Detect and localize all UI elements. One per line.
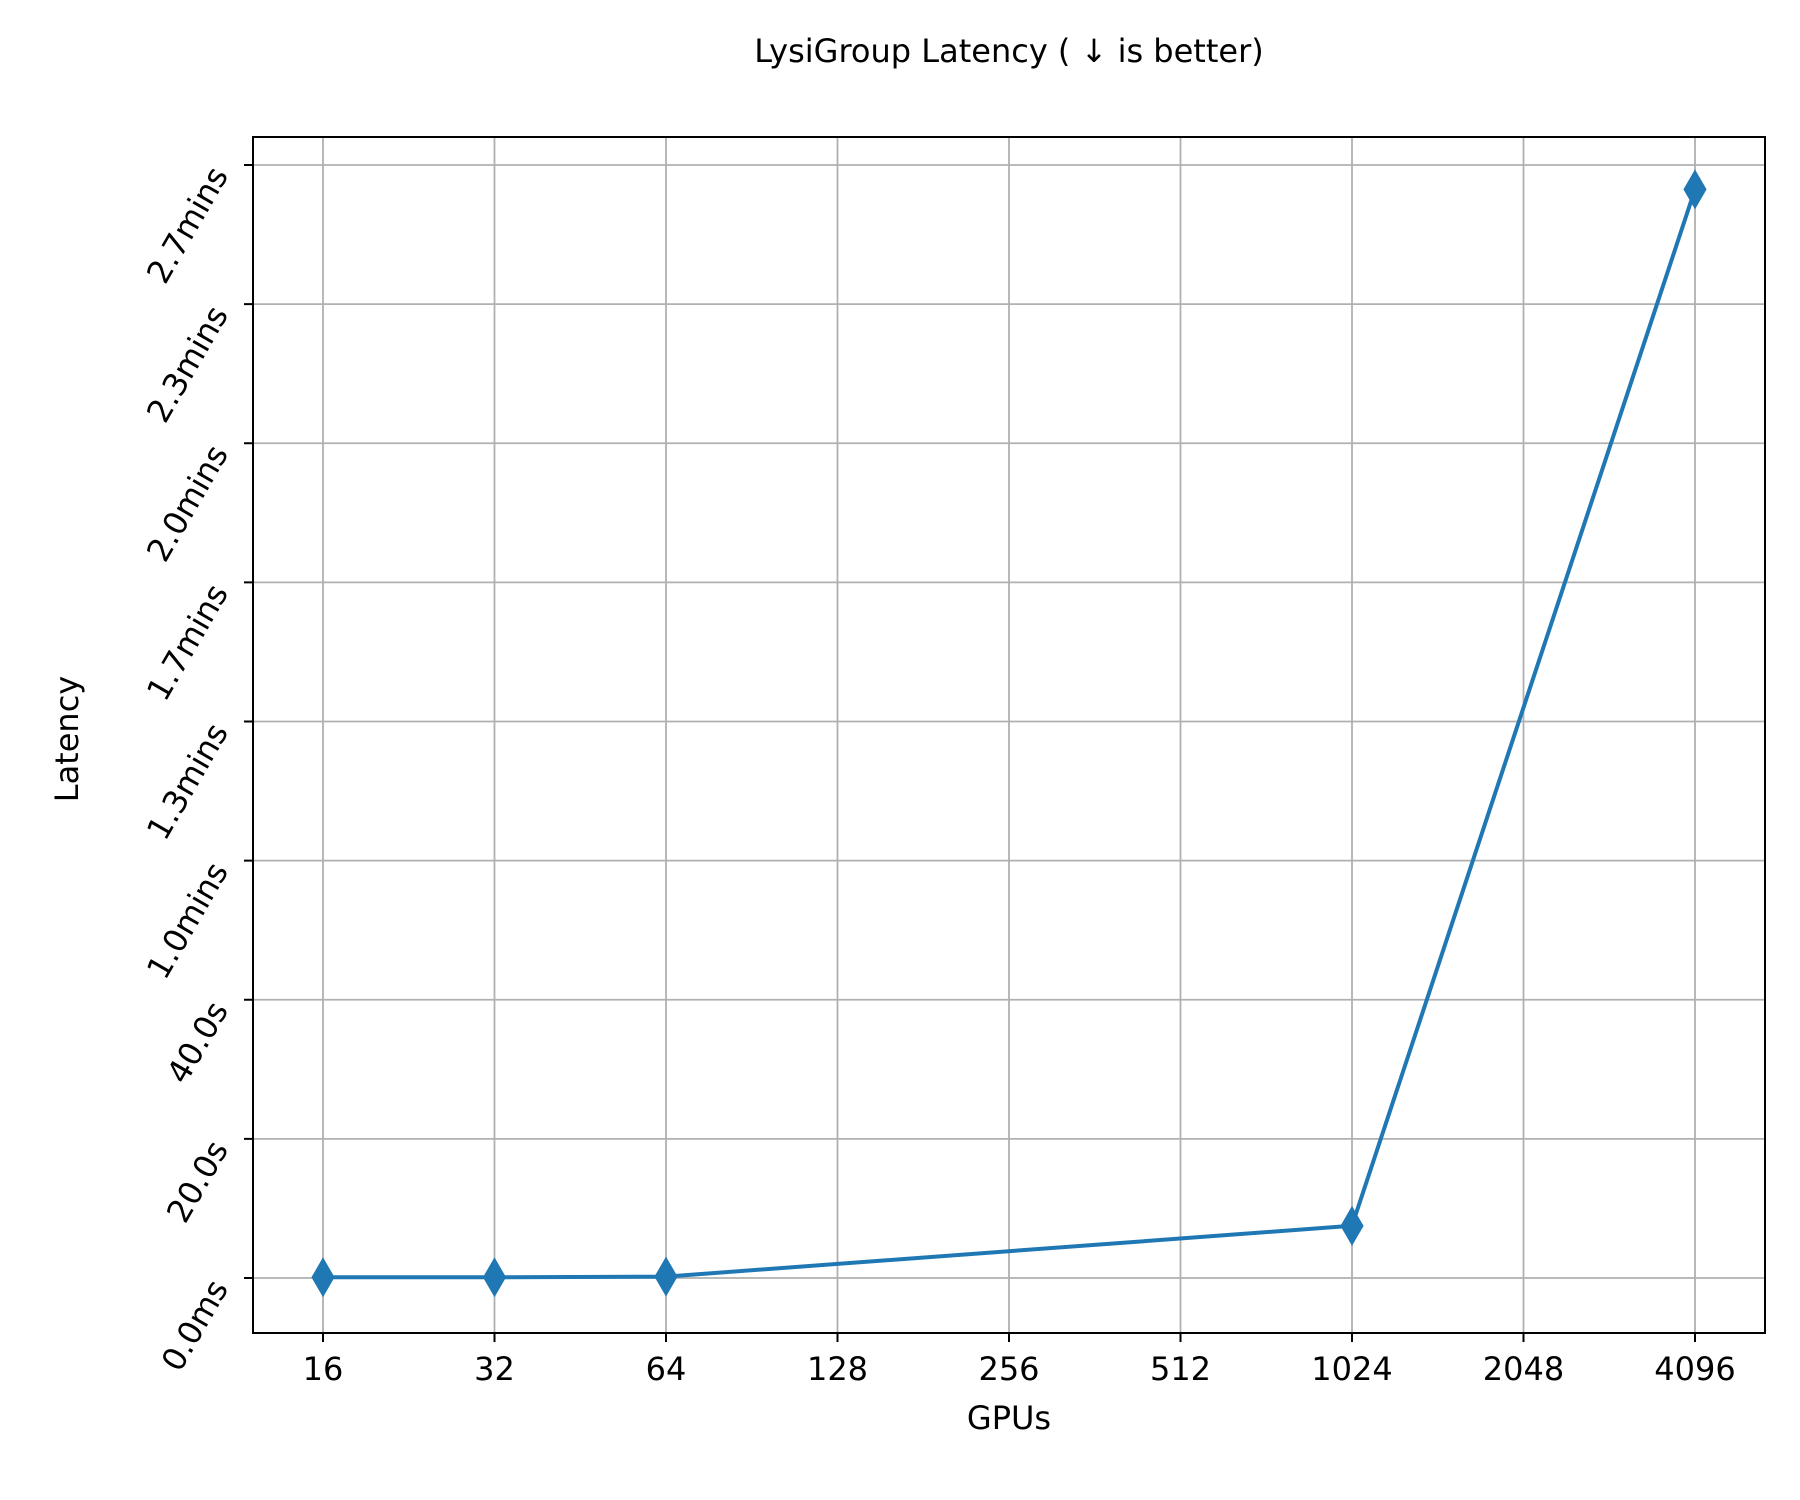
y-tick-label: 1.7mins: [139, 577, 236, 707]
chart-title: LysiGroup Latency ( ↓ is better): [754, 32, 1263, 70]
y-tick-label: 2.3mins: [139, 299, 236, 429]
data-point-marker: [482, 1257, 507, 1298]
tick-layer: 16 32 64 128 256 512 1024 2048 4096 0.0ms 20.0s 40.…: [139, 160, 1736, 1388]
x-axis-label: GPUs: [967, 1399, 1051, 1437]
data-point-marker: [1683, 169, 1707, 210]
grid-layer: [253, 137, 1765, 1333]
y-tick-label: 2.7mins: [139, 160, 236, 290]
data-point-marker: [654, 1256, 678, 1297]
x-tick-label: 256: [978, 1350, 1039, 1388]
y-tick-label: 2.0mins: [139, 438, 236, 568]
x-tick-label: 1024: [1311, 1350, 1392, 1388]
x-tick-label: 4096: [1654, 1350, 1735, 1388]
x-tick-label: 16: [303, 1350, 344, 1388]
x-tick-label: 128: [807, 1350, 868, 1388]
y-tick-label: 40.0s: [159, 995, 236, 1090]
data-point-marker: [311, 1257, 335, 1298]
y-tick-label: 1.3mins: [139, 717, 236, 847]
x-tick-label: 512: [1150, 1350, 1211, 1388]
x-tick-label: 64: [646, 1350, 687, 1388]
y-axis-label: Latency: [48, 676, 86, 802]
y-tick-label: 20.0s: [159, 1134, 236, 1229]
data-point-marker: [1340, 1205, 1364, 1246]
x-tick-label: 32: [474, 1350, 515, 1388]
series-layer: [311, 169, 1707, 1298]
y-tick-label: 0.0ms: [154, 1273, 236, 1378]
y-tick-label: 1.0mins: [139, 856, 236, 986]
x-tick-label: 2048: [1483, 1350, 1564, 1388]
